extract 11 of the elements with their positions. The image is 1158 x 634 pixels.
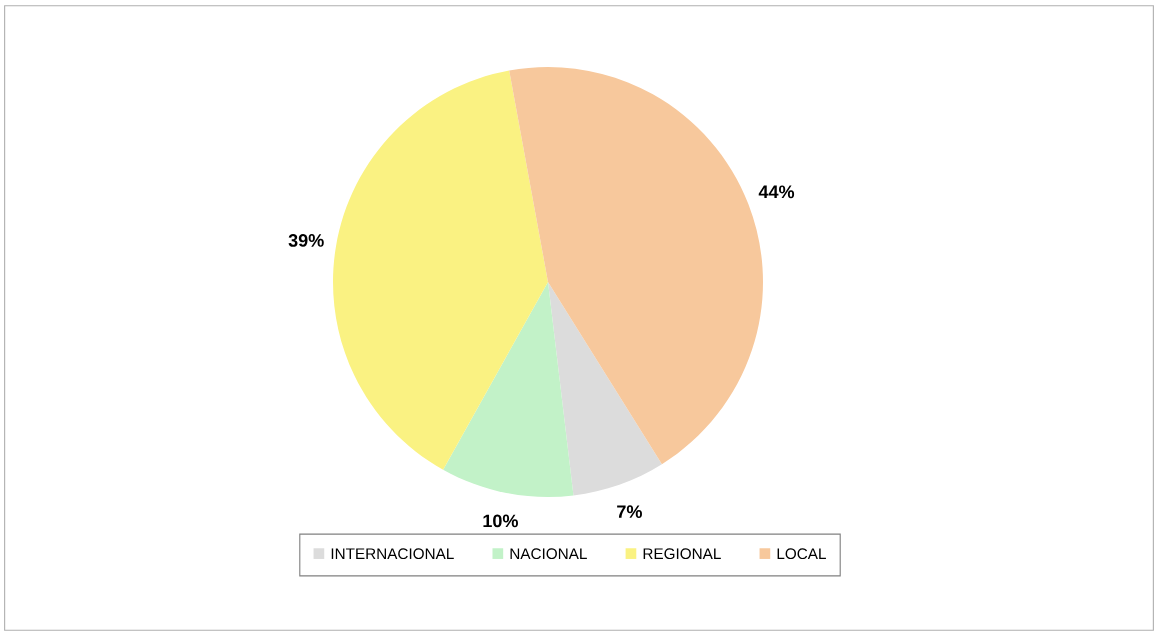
data-label: 44% [758,185,795,199]
pie-slice [443,282,574,497]
pie-slice [333,70,548,470]
data-label: 39% [288,234,324,247]
pie-slice [548,282,662,496]
legend-label: INTERNACIONAL [331,548,454,560]
legend-label: LOCAL [777,548,826,560]
legend-label: NACIONAL [510,548,587,560]
data-label: 10% [483,514,518,528]
legend-label: REGIONAL [643,548,721,560]
data-label: 7% [617,505,642,518]
